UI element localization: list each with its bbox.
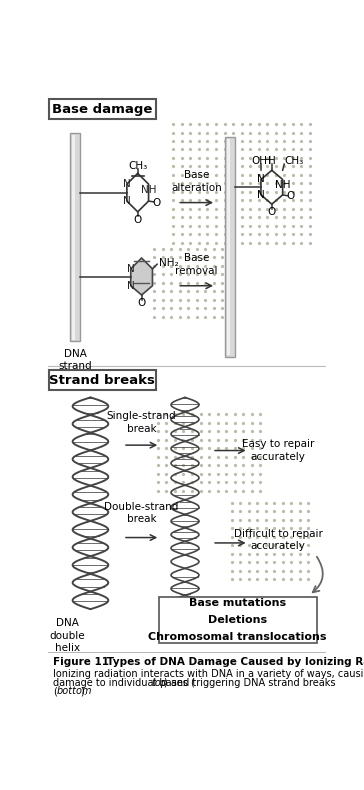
Text: O: O (268, 207, 276, 216)
Text: ) and triggering DNA strand breaks: ) and triggering DNA strand breaks (164, 678, 336, 687)
Text: CH₃: CH₃ (284, 156, 304, 166)
Text: NH: NH (141, 185, 156, 194)
Text: N: N (127, 280, 135, 291)
Text: O: O (286, 191, 294, 201)
Text: DNA
strand: DNA strand (58, 349, 92, 371)
FancyBboxPatch shape (159, 596, 317, 643)
Text: Single-strand
break: Single-strand break (107, 412, 177, 434)
Text: N: N (257, 190, 265, 200)
Text: Strand breaks: Strand breaks (49, 374, 155, 387)
Text: CH₃: CH₃ (128, 160, 147, 171)
Text: O: O (152, 198, 161, 208)
Text: top: top (152, 678, 168, 687)
Text: Base damage: Base damage (52, 103, 152, 116)
Text: Double-strand
break: Double-strand break (104, 502, 179, 525)
Text: Easy to repair
accurately: Easy to repair accurately (242, 439, 314, 461)
Text: Base
removal: Base removal (175, 254, 218, 276)
FancyBboxPatch shape (50, 370, 155, 389)
Text: NH: NH (275, 180, 290, 190)
Text: Figure 11: Figure 11 (53, 657, 109, 667)
FancyBboxPatch shape (50, 99, 155, 118)
Text: ).: ). (80, 687, 87, 696)
Text: H: H (268, 156, 276, 166)
Text: O: O (138, 299, 146, 308)
Bar (72, 135, 75, 340)
Text: NH₂: NH₂ (159, 258, 178, 268)
Polygon shape (131, 258, 153, 295)
Text: Types of DNA Damage Caused by Ionizing Radiation.: Types of DNA Damage Caused by Ionizing R… (96, 657, 364, 667)
Text: bottom: bottom (57, 687, 92, 696)
Bar (227, 139, 230, 355)
Bar (70, 134, 80, 341)
Text: DNA
double
helix: DNA double helix (50, 619, 85, 653)
Text: damage to individual bases (: damage to individual bases ( (53, 678, 195, 687)
Text: Base
alteration: Base alteration (171, 170, 222, 193)
FancyArrowPatch shape (313, 557, 323, 592)
Text: N: N (123, 196, 131, 206)
Text: N: N (257, 175, 265, 185)
Text: Base mutations
Deletions
Chromosomal translocations: Base mutations Deletions Chromosomal tra… (149, 598, 327, 642)
Text: Ionizing radiation interacts with DNA in a variety of ways, causing: Ionizing radiation interacts with DNA in… (53, 669, 364, 679)
Text: N: N (123, 179, 131, 189)
Bar (225, 137, 235, 356)
Text: O: O (134, 215, 142, 224)
Text: N: N (127, 264, 135, 274)
Text: (: ( (53, 687, 57, 696)
Text: Difficult to repair
accurately: Difficult to repair accurately (234, 529, 323, 551)
Text: H: H (264, 156, 272, 166)
Text: OH: OH (252, 156, 268, 166)
